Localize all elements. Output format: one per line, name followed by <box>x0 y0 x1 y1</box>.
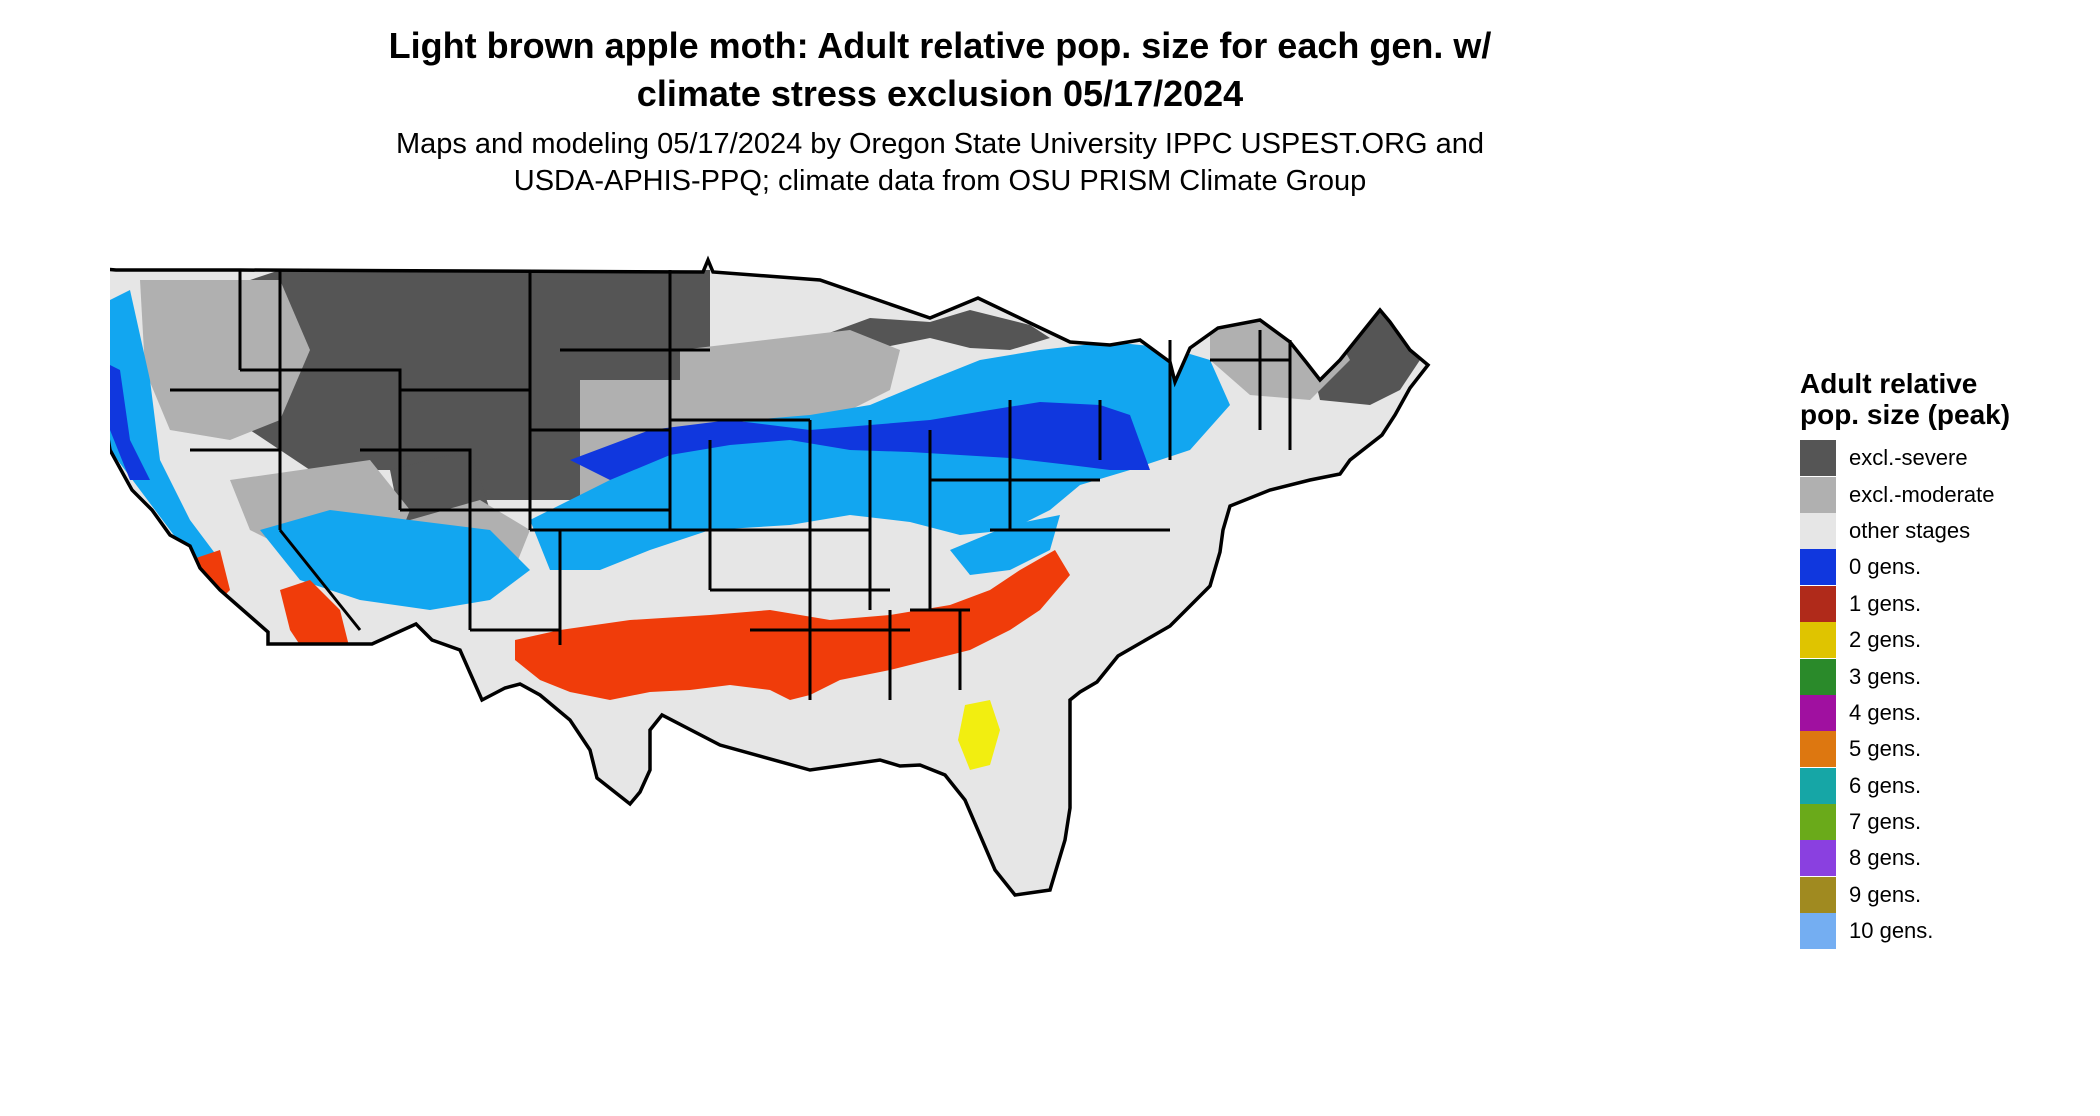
moderate-exclusion-wisconsin <box>680 330 900 425</box>
legend-swatch <box>1800 767 1836 804</box>
legend-item: 0 gens. <box>1800 549 2020 586</box>
legend-label: 3 gens. <box>1849 663 1922 689</box>
us-map <box>110 255 1431 897</box>
legend-swatch <box>1800 512 1836 549</box>
legend-swatch <box>1800 840 1836 877</box>
legend-title: Adult relative pop. size (peak) <box>1800 368 2011 430</box>
legend-item: 2 gens. <box>1800 622 2020 659</box>
map-legend: Adult relative pop. size (peak) excl.-se… <box>1800 368 2020 950</box>
zero-gens-light-band <box>530 342 1230 570</box>
zero-gens-dark-band <box>570 402 1150 480</box>
severe-exclusion-north <box>220 270 810 500</box>
legend-label: 0 gens. <box>1849 554 1922 580</box>
two-gens-south-florida <box>958 700 1000 770</box>
map-subtitle: Maps and modeling 05/17/2024 by Oregon S… <box>300 126 1580 200</box>
two-gens-south-texas <box>496 710 555 778</box>
legend-label: 9 gens. <box>1849 881 1922 907</box>
map-title: Light brown apple moth: Adult relative p… <box>300 22 1580 118</box>
zero-gens-west-coast-dark <box>110 360 150 480</box>
map-subtitle-line-1: Maps and modeling 05/17/2024 by Oregon S… <box>395 128 1485 160</box>
legend-label: 10 gens. <box>1849 918 1934 944</box>
legend-label: 2 gens. <box>1849 627 1922 653</box>
one-gen-southwest <box>280 580 350 660</box>
legend-label: 7 gens. <box>1849 809 1922 835</box>
legend-item: 4 gens. <box>1800 694 2020 731</box>
legend-label: 5 gens. <box>1849 736 1922 762</box>
legend-item: 6 gens. <box>1800 767 2020 804</box>
legend-item: excl.-moderate <box>1800 476 2020 513</box>
legend-swatch <box>1800 804 1836 841</box>
legend-swatch <box>1800 876 1836 913</box>
legend-swatch <box>1800 549 1836 586</box>
zero-gens-southwest <box>260 510 530 610</box>
legend-swatch <box>1800 622 1836 659</box>
legend-label: 6 gens. <box>1849 772 1922 798</box>
legend-swatch <box>1800 440 1836 477</box>
legend-label: 4 gens. <box>1849 699 1922 725</box>
state-boundaries <box>170 270 1292 700</box>
legend-swatch <box>1800 585 1836 622</box>
legend-item: 10 gens. <box>1800 913 2020 950</box>
legend-item: other stages <box>1800 512 2020 549</box>
map-subtitle-line-2: USDA-APHIS-PPQ; climate data from OSU PR… <box>513 165 1367 197</box>
legend-label: excl.-moderate <box>1849 481 1995 507</box>
legend-item: 9 gens. <box>1800 876 2020 913</box>
legend-item: 8 gens. <box>1800 840 2020 877</box>
zero-gens-west-coast <box>110 290 220 570</box>
map-title-line-2: climate stress exclusion 05/17/2024 <box>636 73 1244 114</box>
legend-item: 3 gens. <box>1800 658 2020 695</box>
legend-item: 1 gens. <box>1800 585 2020 622</box>
legend-label: other stages <box>1849 517 1971 543</box>
legend-swatch <box>1800 913 1836 950</box>
legend-item: 7 gens. <box>1800 804 2020 841</box>
legend-swatch <box>1800 731 1836 768</box>
legend-swatch <box>1800 694 1836 731</box>
legend-label: 1 gens. <box>1849 590 1922 616</box>
legend-label: 8 gens. <box>1849 845 1922 871</box>
legend-item: 5 gens. <box>1800 731 2020 768</box>
legend-label: excl.-severe <box>1849 445 1968 471</box>
legend-swatch <box>1800 476 1836 513</box>
us-outline <box>110 255 1431 897</box>
map-title-line-1: Light brown apple moth: Adult relative p… <box>388 25 1492 66</box>
moderate-exclusion-northwest <box>140 280 310 440</box>
legend-items: excl.-severe excl.-moderate other stages 0 … <box>1800 440 2020 950</box>
legend-swatch <box>1800 658 1836 695</box>
legend-item: excl.-severe <box>1800 440 2020 477</box>
one-gen-band <box>515 550 1070 700</box>
